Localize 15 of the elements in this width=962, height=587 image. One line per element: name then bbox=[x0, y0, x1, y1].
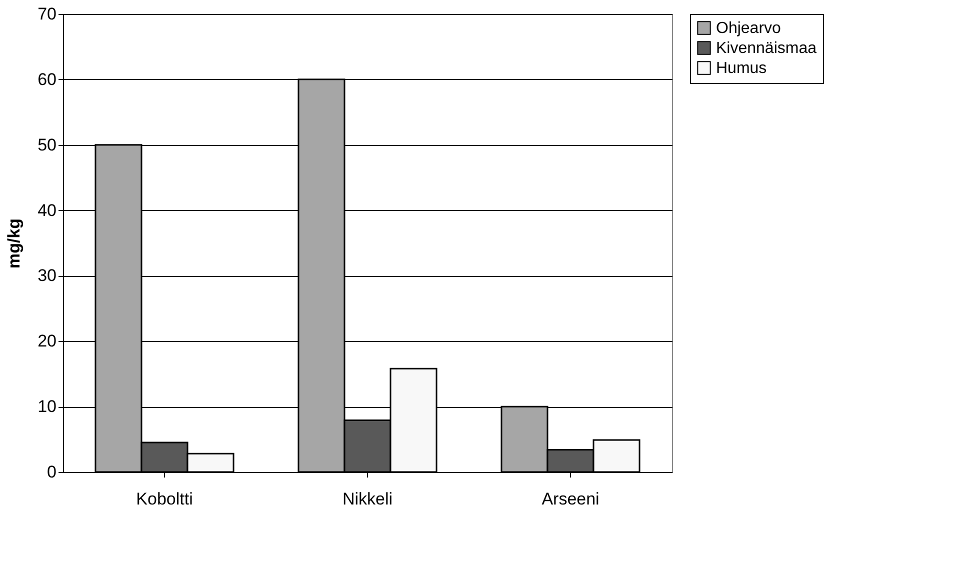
x-tick-label: Nikkeli bbox=[342, 490, 393, 508]
x-tick-label: Koboltti bbox=[136, 490, 193, 508]
legend-label: Ohjearvo bbox=[716, 20, 782, 37]
y-axis-title: mg/kg bbox=[4, 218, 24, 269]
y-tick-label: 60 bbox=[38, 70, 56, 89]
legend-label: Kivennäismaa bbox=[716, 40, 817, 57]
y-tick-label: 0 bbox=[47, 462, 56, 482]
y-tick-label: 10 bbox=[38, 397, 56, 416]
y-tick-label: 70 bbox=[38, 4, 56, 24]
y-tick-label: 40 bbox=[38, 200, 56, 220]
x-tick-label: Arseeni bbox=[542, 490, 600, 508]
y-tick-label: 50 bbox=[38, 135, 56, 154]
y-tick-label: 20 bbox=[38, 332, 56, 351]
y-tick-label: 30 bbox=[38, 266, 56, 286]
legend-label: Humus bbox=[716, 60, 767, 77]
